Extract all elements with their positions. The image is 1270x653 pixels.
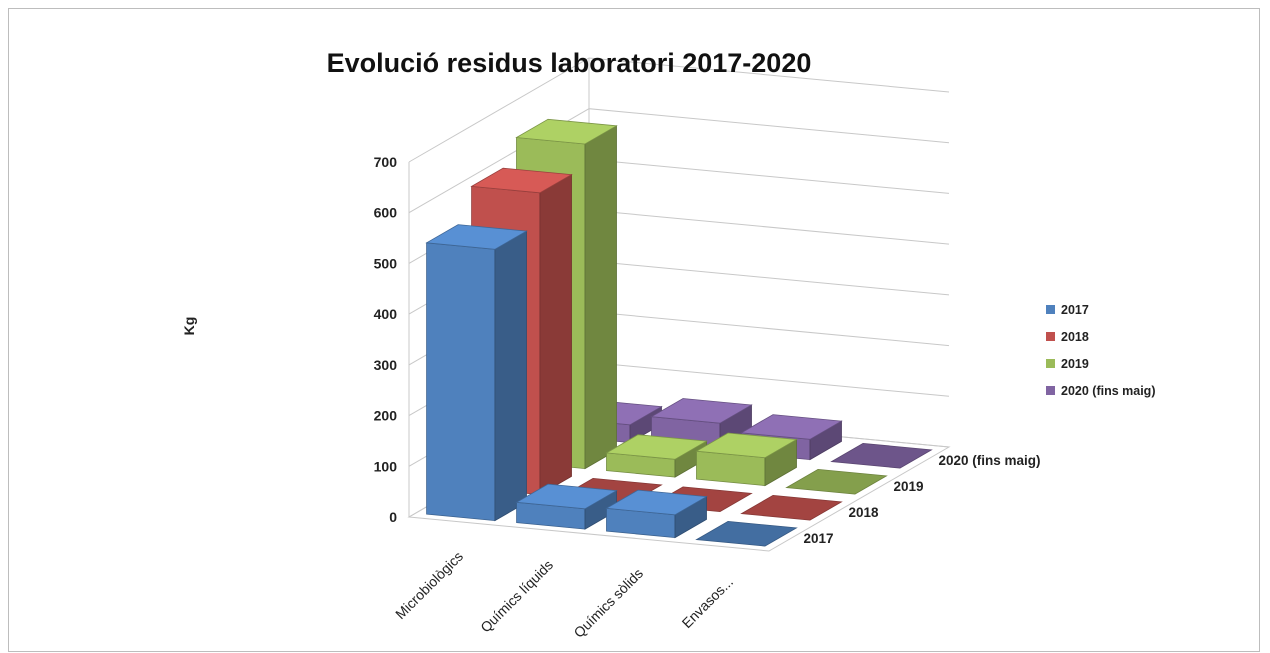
bar-2019-1 bbox=[605, 434, 708, 478]
legend-swatch bbox=[1046, 332, 1055, 341]
y-tick-label: 100 bbox=[374, 458, 398, 474]
y-axis-label: Kg bbox=[181, 317, 197, 336]
depth-axis-label: 2017 bbox=[804, 531, 834, 546]
legend-label: 2018 bbox=[1061, 330, 1089, 344]
y-tick-label: 300 bbox=[374, 357, 398, 373]
chart-title: Evolució residus laboratori 2017-2020 bbox=[327, 48, 812, 78]
legend-swatch bbox=[1046, 305, 1055, 314]
bar-2017-2 bbox=[605, 489, 708, 539]
bars-layer bbox=[425, 118, 933, 547]
legend-swatch bbox=[1046, 386, 1055, 395]
x-category-label: Envasos... bbox=[679, 574, 737, 632]
depth-axis-label: 2020 (fins maig) bbox=[939, 453, 1041, 468]
y-tick-label: 200 bbox=[374, 408, 398, 424]
gridline bbox=[408, 108, 950, 214]
legend: 2017 2018 2019 2020 (fins maig) bbox=[1046, 303, 1155, 398]
y-tick-label: 0 bbox=[389, 509, 397, 525]
legend-label: 2020 (fins maig) bbox=[1061, 384, 1155, 398]
x-category-label: Microbiològics bbox=[392, 548, 466, 622]
legend-label: 2017 bbox=[1061, 303, 1089, 317]
x-category-label: Químics líquids bbox=[477, 557, 556, 636]
chart-frame: 0 100 200 300 400 500 600 700 Microbiològics Quím… bbox=[8, 8, 1260, 652]
gridline bbox=[408, 57, 950, 163]
y-tick-label: 600 bbox=[374, 205, 398, 221]
legend-label: 2019 bbox=[1061, 357, 1089, 371]
bar-2020finsmaig-3 bbox=[830, 442, 933, 469]
bar-2018-3 bbox=[740, 494, 843, 521]
x-category-label: Químics sòlids bbox=[570, 565, 646, 641]
depth-axis-label: 2019 bbox=[894, 479, 924, 494]
y-tick-label: 700 bbox=[374, 154, 398, 170]
depth-axis-label: 2018 bbox=[849, 505, 880, 520]
bar-2017-0 bbox=[425, 224, 528, 522]
y-tick-label: 400 bbox=[374, 306, 398, 322]
bar-2019-3 bbox=[785, 468, 888, 495]
bar-2017-3 bbox=[695, 520, 798, 547]
bar-2017-1 bbox=[515, 483, 618, 530]
bar-2019-2 bbox=[695, 432, 798, 487]
legend-swatch bbox=[1046, 359, 1055, 368]
y-tick-label: 500 bbox=[374, 255, 398, 271]
